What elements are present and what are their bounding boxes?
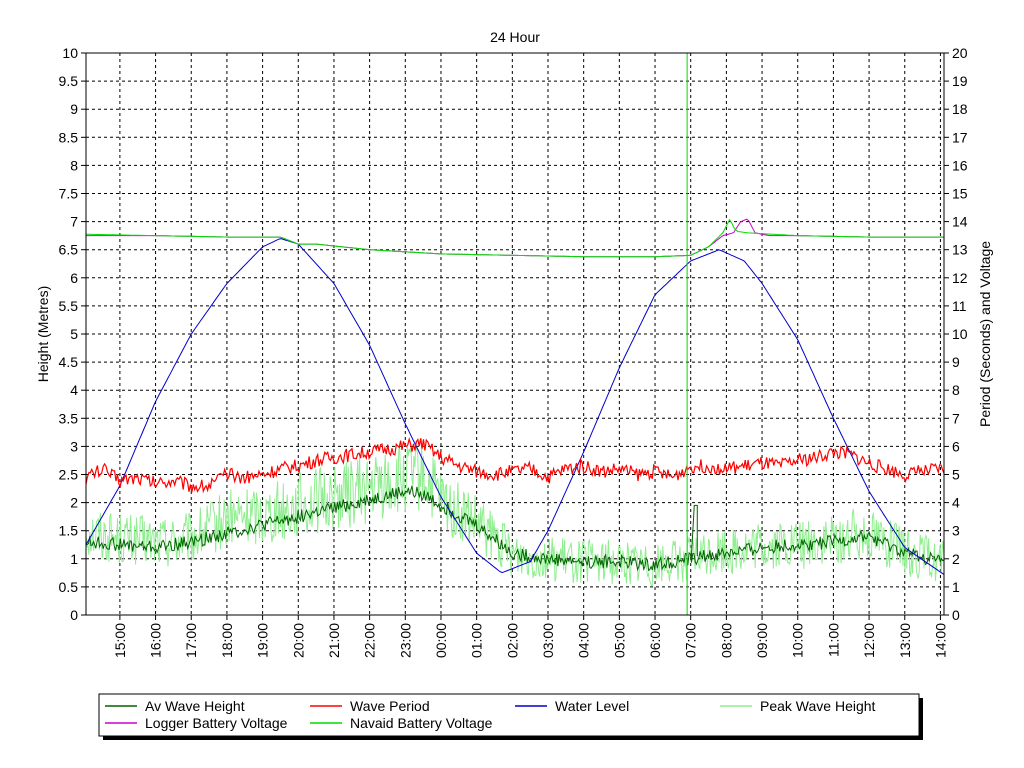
series-line-av-wave-height	[85, 485, 945, 572]
y-tick-label-left: 1.5	[59, 523, 79, 539]
series-line-logger-battery-voltage	[86, 218, 944, 258]
y-tick-label-left: 4	[70, 382, 78, 398]
y-tick-label-right: 20	[952, 45, 968, 61]
y-tick-label-left: 7.5	[59, 186, 79, 202]
legend-entry: Logger Battery Voltage	[145, 715, 288, 731]
y-tick-label-right: 7	[952, 410, 960, 426]
x-tick-label: 10:00	[790, 623, 806, 658]
y-tick-label-left: 4.5	[59, 354, 79, 370]
x-tick-label: 01:00	[469, 623, 485, 658]
y-tick-label-right: 16	[952, 157, 968, 173]
y-tick-label-left: 3	[70, 438, 78, 454]
y-tick-label-left: 9	[70, 101, 78, 117]
legend: Av Wave Height Wave Period Water Level Peak…	[98, 693, 923, 740]
x-tick-label: 11:00	[825, 623, 841, 657]
chart-title: 24 Hour	[490, 29, 540, 45]
y-tick-label-left: 10	[62, 45, 78, 61]
x-tick-label: 03:00	[540, 623, 556, 658]
x-tick-label: 16:00	[148, 623, 164, 658]
x-tick-label: 20:00	[290, 623, 306, 658]
legend-entry: Peak Wave Height	[760, 698, 876, 714]
x-tick-label: 09:00	[754, 623, 770, 658]
y-tick-label-right: 1	[952, 579, 960, 595]
y-tick-label-left: 6	[70, 270, 78, 286]
y-tick-label-right: 17	[952, 129, 968, 145]
x-tick-label: 13:00	[897, 623, 913, 658]
y-tick-label-right: 18	[952, 101, 968, 117]
y-tick-label-right: 4	[952, 495, 960, 511]
y-tick-label-right: 5	[952, 467, 960, 483]
x-tick-label: 06:00	[647, 623, 663, 658]
y-tick-label-right: 0	[952, 607, 960, 623]
legend-entry: Av Wave Height	[145, 698, 245, 714]
legend-entry: Wave Period	[350, 698, 430, 714]
y-axis-label-left: Height (Metres)	[35, 286, 51, 382]
series-line-peak-wave-height	[85, 438, 945, 587]
y-tick-label-left: 5	[70, 326, 78, 342]
legend-entry: Navaid Battery Voltage	[350, 715, 493, 731]
series-layer	[85, 53, 945, 615]
y-tick-label-left: 9.5	[59, 73, 79, 89]
tick-layer: 0 0.5 1 1.5 2 2.5 3 3.5 4 4.5 5 5.5 6 6.5 7 7.5 8 8.5 9 9.5…	[59, 45, 968, 658]
x-tick-label: 15:00	[112, 623, 128, 658]
x-tick-label: 18:00	[219, 623, 235, 658]
series-line-water-level	[85, 238, 945, 575]
x-tick-label: 21:00	[326, 623, 342, 658]
x-tick-label: 04:00	[576, 623, 592, 658]
y-tick-label-right: 9	[952, 354, 960, 370]
x-tick-label: 17:00	[183, 623, 199, 658]
y-tick-label-left: 6.5	[59, 242, 79, 258]
y-tick-label-right: 15	[952, 186, 968, 202]
y-tick-label-left: 5.5	[59, 298, 79, 314]
x-tick-label: 08:00	[718, 623, 734, 658]
x-tick-label: 12:00	[861, 623, 877, 658]
x-tick-label: 23:00	[397, 623, 413, 658]
y-tick-label-right: 8	[952, 382, 960, 398]
y-tick-label-left: 2.5	[59, 467, 79, 483]
y-tick-label-right: 10	[952, 326, 968, 342]
y-tick-label-right: 6	[952, 438, 960, 454]
y-tick-label-right: 11	[952, 298, 967, 314]
x-tick-label: 22:00	[362, 623, 378, 658]
y-tick-label-right: 2	[952, 551, 960, 567]
y-tick-label-left: 8	[70, 157, 78, 173]
y-tick-label-left: 8.5	[59, 129, 79, 145]
y-tick-label-left: 3.5	[59, 410, 79, 426]
y-tick-label-left: 0	[70, 607, 78, 623]
series-line-navaid-battery-voltage	[85, 218, 944, 258]
x-tick-label: 19:00	[255, 623, 271, 658]
y-tick-label-left: 2	[70, 495, 78, 511]
y-tick-label-right: 19	[952, 73, 968, 89]
x-tick-label: 02:00	[504, 623, 520, 658]
y-tick-label-right: 14	[952, 214, 968, 230]
y-tick-label-right: 3	[952, 523, 960, 539]
x-tick-label: 14:00	[932, 623, 948, 658]
y-tick-label-right: 13	[952, 242, 968, 258]
y-axis-label-right: Period (Seconds) and Voltage	[977, 241, 993, 427]
legend-box	[98, 693, 920, 737]
y-tick-label-right: 12	[952, 270, 968, 286]
av-wave-spike	[690, 504, 698, 559]
y-tick-label-left: 7	[70, 214, 78, 230]
y-tick-label-left: 0.5	[59, 579, 79, 595]
y-tick-label-left: 1	[70, 551, 78, 567]
x-tick-label: 05:00	[611, 623, 627, 658]
x-tick-label: 07:00	[683, 623, 699, 658]
series-line-wave-period	[85, 436, 945, 494]
x-tick-label: 00:00	[433, 623, 449, 658]
legend-entry: Water Level	[555, 698, 629, 714]
